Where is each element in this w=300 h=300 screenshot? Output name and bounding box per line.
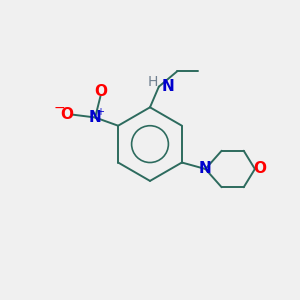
Text: N: N <box>161 79 174 94</box>
Text: O: O <box>61 107 74 122</box>
Text: −: − <box>54 101 66 115</box>
Text: O: O <box>254 161 267 176</box>
Text: N: N <box>199 161 212 176</box>
Text: H: H <box>147 75 158 89</box>
Text: N: N <box>89 110 101 125</box>
Text: O: O <box>94 84 107 99</box>
Text: +: + <box>97 107 104 117</box>
